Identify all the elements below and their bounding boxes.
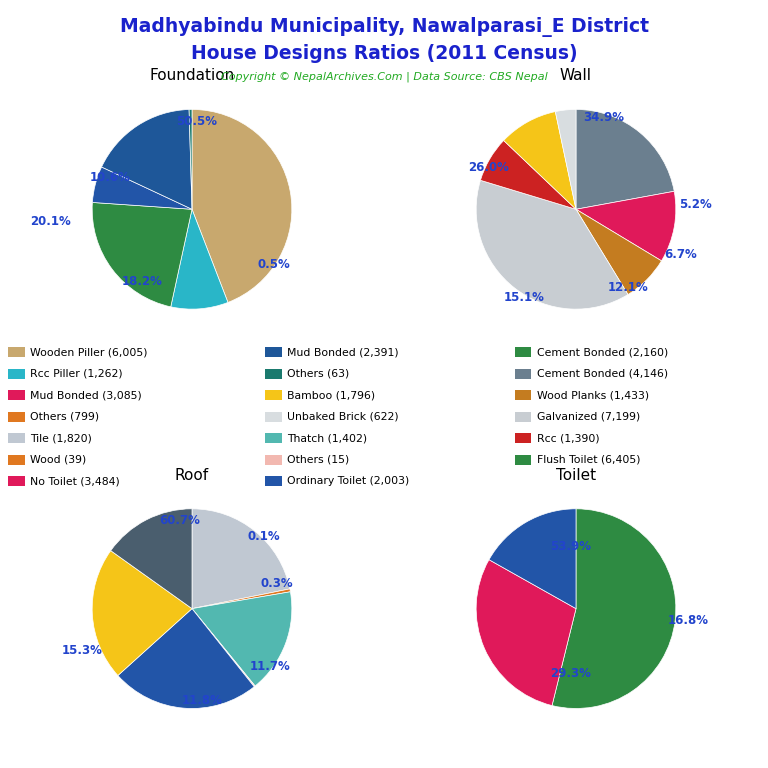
Text: Others (799): Others (799)	[30, 412, 99, 422]
Wedge shape	[552, 509, 676, 708]
Text: Bamboo (1,796): Bamboo (1,796)	[287, 390, 376, 400]
Text: Tile (1,820): Tile (1,820)	[30, 433, 92, 443]
Text: Mud Bonded (2,391): Mud Bonded (2,391)	[287, 347, 399, 357]
Text: Unbaked Brick (622): Unbaked Brick (622)	[287, 412, 399, 422]
Wedge shape	[92, 203, 192, 307]
Text: 15.3%: 15.3%	[61, 644, 103, 657]
Text: 18.2%: 18.2%	[121, 275, 163, 288]
Text: 29.3%: 29.3%	[551, 667, 591, 680]
Text: Thatch (1,402): Thatch (1,402)	[287, 433, 367, 443]
Wedge shape	[118, 608, 254, 708]
Wedge shape	[489, 509, 576, 608]
Wedge shape	[92, 167, 192, 209]
Wedge shape	[189, 109, 192, 209]
Text: Rcc (1,390): Rcc (1,390)	[537, 433, 600, 443]
Wedge shape	[192, 589, 290, 608]
Text: 0.5%: 0.5%	[257, 258, 290, 270]
Wedge shape	[576, 109, 674, 209]
Wedge shape	[170, 209, 228, 309]
Text: Ordinary Toilet (2,003): Ordinary Toilet (2,003)	[287, 476, 409, 486]
Text: Cement Bonded (4,146): Cement Bonded (4,146)	[537, 369, 668, 379]
Wedge shape	[192, 109, 292, 303]
Title: Wall: Wall	[560, 68, 592, 83]
Text: 34.9%: 34.9%	[584, 111, 624, 124]
Wedge shape	[476, 180, 628, 309]
Text: House Designs Ratios (2011 Census): House Designs Ratios (2011 Census)	[190, 44, 578, 63]
Wedge shape	[101, 110, 192, 209]
Wedge shape	[576, 209, 661, 294]
Text: Others (15): Others (15)	[287, 455, 349, 465]
Wedge shape	[576, 191, 676, 261]
Wedge shape	[111, 508, 192, 608]
Text: 60.7%: 60.7%	[160, 515, 200, 528]
Text: 26.0%: 26.0%	[468, 161, 508, 174]
Wedge shape	[192, 608, 255, 687]
Text: 50.5%: 50.5%	[177, 115, 217, 128]
Text: 11.7%: 11.7%	[250, 660, 290, 673]
Wedge shape	[192, 509, 290, 608]
Text: Copyright © NepalArchives.Com | Data Source: CBS Nepal: Copyright © NepalArchives.Com | Data Sou…	[220, 71, 548, 82]
Text: 6.7%: 6.7%	[664, 248, 697, 260]
Text: No Toilet (3,484): No Toilet (3,484)	[30, 476, 120, 486]
Wedge shape	[555, 109, 576, 209]
Text: Wood (39): Wood (39)	[30, 455, 86, 465]
Text: Flush Toilet (6,405): Flush Toilet (6,405)	[537, 455, 641, 465]
Text: Madhyabindu Municipality, Nawalparasi_E District: Madhyabindu Municipality, Nawalparasi_E …	[120, 17, 648, 37]
Text: 0.3%: 0.3%	[260, 578, 293, 590]
Text: 11.8%: 11.8%	[181, 694, 223, 707]
Text: 0.1%: 0.1%	[247, 530, 280, 543]
Text: 5.2%: 5.2%	[680, 198, 712, 210]
Text: Others (63): Others (63)	[287, 369, 349, 379]
Text: Rcc Piller (1,262): Rcc Piller (1,262)	[30, 369, 123, 379]
Text: 12.1%: 12.1%	[607, 280, 648, 293]
Text: 15.1%: 15.1%	[504, 290, 545, 303]
Text: 16.8%: 16.8%	[667, 614, 708, 627]
Text: Cement Bonded (2,160): Cement Bonded (2,160)	[537, 347, 668, 357]
Text: Galvanized (7,199): Galvanized (7,199)	[537, 412, 640, 422]
Text: Wooden Piller (6,005): Wooden Piller (6,005)	[30, 347, 147, 357]
Title: Roof: Roof	[175, 468, 209, 482]
Title: Toilet: Toilet	[556, 468, 596, 482]
Wedge shape	[92, 551, 192, 676]
Text: Mud Bonded (3,085): Mud Bonded (3,085)	[30, 390, 142, 400]
Text: Wood Planks (1,433): Wood Planks (1,433)	[537, 390, 649, 400]
Wedge shape	[504, 111, 576, 209]
Wedge shape	[192, 592, 292, 686]
Text: 20.1%: 20.1%	[30, 215, 71, 228]
Title: Foundation: Foundation	[149, 68, 235, 83]
Wedge shape	[476, 560, 576, 706]
Text: 10.6%: 10.6%	[90, 170, 131, 184]
Text: 53.9%: 53.9%	[551, 540, 591, 553]
Wedge shape	[481, 141, 576, 209]
